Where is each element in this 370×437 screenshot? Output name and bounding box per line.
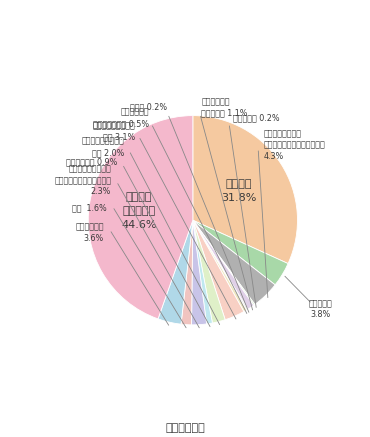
Wedge shape xyxy=(192,220,206,325)
Wedge shape xyxy=(88,116,193,319)
Wedge shape xyxy=(193,220,244,320)
Wedge shape xyxy=(193,220,248,310)
Text: 民間支援団体 0.9%: 民間支援団体 0.9% xyxy=(66,157,118,166)
Text: 児童相談所 0.2%: 児童相談所 0.2% xyxy=(233,113,279,122)
Wedge shape xyxy=(193,220,288,285)
Text: 交通事故相談機関・
団体 2.0%: 交通事故相談機関・ 団体 2.0% xyxy=(82,137,125,157)
Text: 労働問題相談機関・
団体 3.1%: 労働問題相談機関・ 団体 3.1% xyxy=(92,121,135,142)
Text: 警察  1.6%: 警察 1.6% xyxy=(72,203,107,212)
Wedge shape xyxy=(193,220,254,309)
Text: その他機関・団体
（裁判所・暴追センター等）
4.3%: その他機関・団体 （裁判所・暴追センター等） 4.3% xyxy=(264,129,326,161)
Text: 弁護士会
31.8%: 弁護士会 31.8% xyxy=(221,179,256,203)
Text: 地方公共団体
3.6%: 地方公共団体 3.6% xyxy=(75,222,104,243)
Wedge shape xyxy=(193,220,212,324)
Text: 司法書士会
3.8%: 司法書士会 3.8% xyxy=(309,299,332,319)
Text: 人権問題相談
機関・団体 1.1%: 人権問題相談 機関・団体 1.1% xyxy=(201,97,248,118)
Text: 検察庁 0.2%: 検察庁 0.2% xyxy=(130,103,167,112)
Wedge shape xyxy=(193,220,255,305)
Text: 法テラス
地方事務所
44.6%: 法テラス 地方事務所 44.6% xyxy=(121,192,157,230)
Text: 提供：法務省: 提供：法務省 xyxy=(165,423,205,434)
Text: 配偶者暴力相談支援
センター・女性センター等
2.3%: 配偶者暴力相談支援 センター・女性センター等 2.3% xyxy=(54,164,111,196)
Wedge shape xyxy=(193,220,247,312)
Wedge shape xyxy=(193,220,225,323)
Wedge shape xyxy=(158,220,193,324)
Wedge shape xyxy=(181,220,193,325)
Wedge shape xyxy=(193,116,297,264)
Wedge shape xyxy=(193,220,275,305)
Text: 福祉・保健・
医療機関・団体 0.5%: 福祉・保健・ 医療機関・団体 0.5% xyxy=(93,108,149,128)
